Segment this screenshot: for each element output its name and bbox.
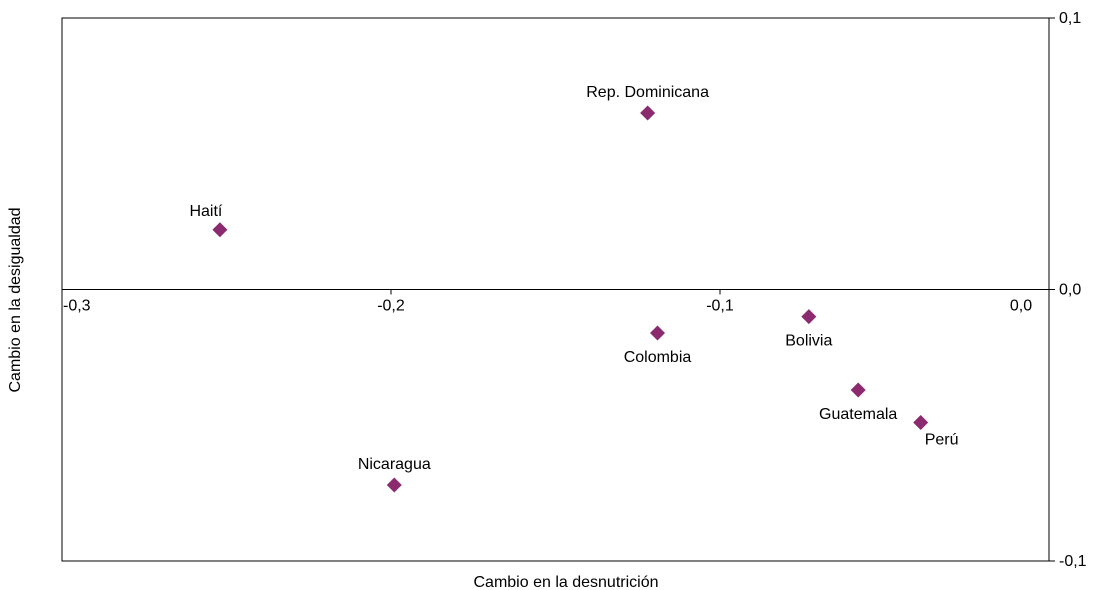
data-point-marker xyxy=(649,325,665,341)
x-axis-ticks: -0,3 -0,2 -0,1 0,0 xyxy=(61,289,1050,315)
x-tick-label: 0,0 xyxy=(1010,298,1032,315)
data-point-label: Colombia xyxy=(624,349,692,366)
y-tick-label: 0,0 xyxy=(1059,282,1081,299)
data-point-marker xyxy=(801,309,817,325)
data-point-label: Haití xyxy=(189,203,222,220)
data-point-marker xyxy=(212,222,228,238)
data-point-marker xyxy=(386,477,402,493)
x-tick-label: -0,2 xyxy=(377,298,405,315)
data-point-label: Perú xyxy=(925,432,959,449)
data-points: Rep. Dominicana Haití Colombia Bolivia Guate… xyxy=(189,84,959,493)
y-axis-ticks: 0,1 0,0 -0,1 xyxy=(1049,10,1087,570)
y-tick-label: 0,1 xyxy=(1059,10,1081,27)
data-point-label: Bolivia xyxy=(785,333,832,350)
y-tick-label: -0,1 xyxy=(1059,553,1087,570)
data-point-marker xyxy=(850,382,866,398)
data-point-marker xyxy=(640,105,656,121)
data-point-marker xyxy=(913,415,929,431)
data-point-label: Guatemala xyxy=(819,406,897,423)
y-axis-title: Cambio en la desigualdad xyxy=(7,207,24,392)
x-tick-label: -0,1 xyxy=(706,298,734,315)
data-point-label: Rep. Dominicana xyxy=(586,84,709,101)
x-tick-label: -0,3 xyxy=(63,298,91,315)
data-point-label: Nicaragua xyxy=(358,456,431,473)
x-axis-title: Cambio en la desnutrición xyxy=(474,574,659,590)
